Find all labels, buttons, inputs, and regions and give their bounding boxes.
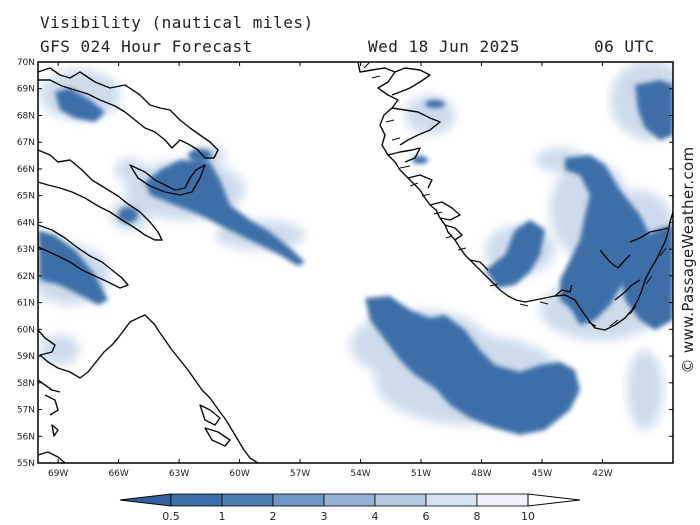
lat-label: 58N	[17, 379, 35, 389]
colorbar-high-arrow	[527, 493, 581, 507]
lon-label: 66W	[108, 469, 128, 479]
lat-label: 69N	[17, 85, 35, 95]
colorbar-label: 4	[372, 510, 379, 523]
lon-label: 51W	[411, 469, 431, 479]
colorbar-label: 8	[474, 510, 481, 523]
forecast-subtitle: GFS 024 Hour Forecast	[40, 37, 253, 56]
colorbar-segment	[170, 493, 223, 507]
lat-label: 65N	[17, 192, 35, 202]
lon-label: 45W	[532, 469, 552, 479]
lat-label: 60N	[17, 325, 35, 335]
lat-label: 61N	[17, 299, 35, 309]
colorbar-label: 1	[219, 510, 226, 523]
lat-label: 56N	[17, 432, 35, 442]
colorbar: 0.5 1 2 3 4 6 8 10	[119, 493, 581, 523]
colorbar-segment	[272, 493, 325, 507]
map-title: Visibility (nautical miles)	[40, 13, 314, 32]
colorbar-segment	[425, 493, 478, 507]
colorbar-label: 3	[321, 510, 328, 523]
copyright-text: © www.PassageWeather.com	[679, 146, 697, 374]
colorbar-segment	[374, 493, 427, 507]
longitude-axis: 69W 66W 63W 60W 57W 54W 51W 48W 45W 42W	[48, 62, 613, 479]
lon-label: 63W	[169, 469, 189, 479]
colorbar-low-arrow	[119, 493, 172, 507]
greenland-fjord-detail	[363, 62, 667, 327]
lon-label: 57W	[290, 469, 310, 479]
colorbar-label: 10	[521, 510, 535, 523]
lon-label: 54W	[350, 469, 370, 479]
map-frame	[37, 61, 674, 464]
lon-label: 69W	[48, 469, 68, 479]
lat-label: 62N	[17, 272, 35, 282]
colorbar-label: 6	[423, 510, 430, 523]
coastlines	[38, 62, 673, 463]
colorbar-label: 0.5	[162, 510, 180, 523]
colorbar-label: 2	[270, 510, 277, 523]
latitude-axis: 70N 69N 68N 67N 66N 65N 64N 63N 62N 61N 60N 59N 58N 5…	[17, 58, 673, 469]
colorbar-segment	[323, 493, 376, 507]
forecast-date: Wed 18 Jun 2025	[368, 37, 520, 56]
lat-label: 55N	[17, 459, 35, 469]
lon-label: 48W	[471, 469, 491, 479]
forecast-time: 06 UTC	[594, 37, 655, 56]
lat-label: 68N	[17, 111, 35, 121]
colorbar-segment	[476, 493, 529, 507]
lat-label: 63N	[17, 245, 35, 255]
lat-label: 66N	[17, 165, 35, 175]
lat-label: 59N	[17, 352, 35, 362]
lon-label: 60W	[229, 469, 249, 479]
lon-label: 42W	[592, 469, 612, 479]
lat-label: 67N	[17, 138, 35, 148]
colorbar-segment	[221, 493, 274, 507]
lat-label: 70N	[17, 58, 35, 68]
lat-label: 64N	[17, 218, 35, 228]
lat-label: 57N	[17, 406, 35, 416]
